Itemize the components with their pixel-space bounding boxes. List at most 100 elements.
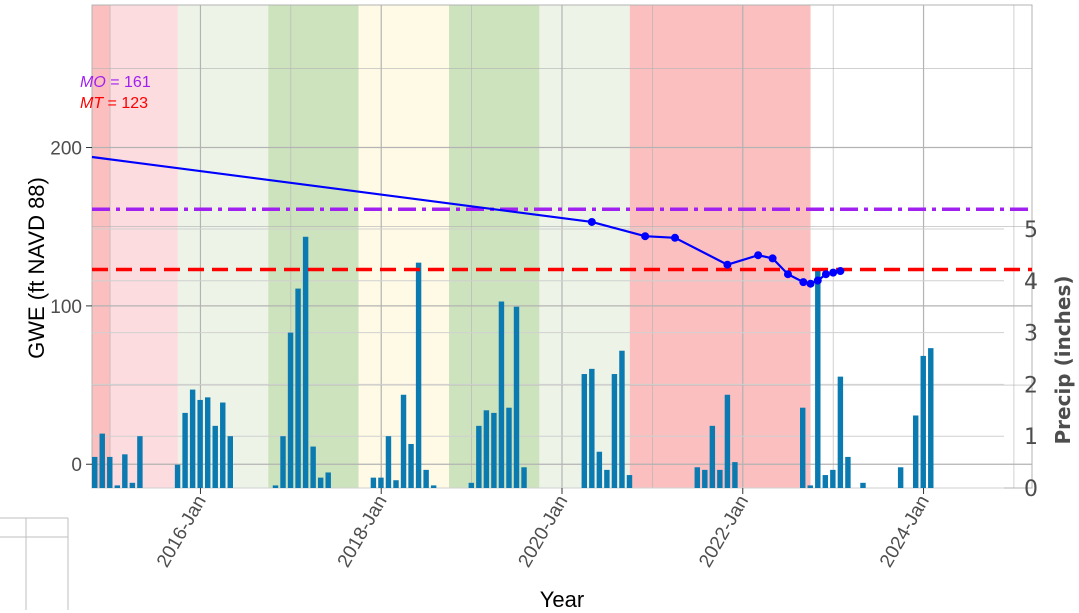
precip-bar [220,402,226,488]
precip-bar [845,456,851,488]
precip-bar [596,451,603,488]
gwe-point [799,278,808,287]
mo-label: MO [80,74,106,91]
precip-bar [897,467,904,488]
gwe-point [821,270,830,279]
band-5 [449,5,540,488]
x-tick-label: 2024-Jan [876,492,934,571]
y-axis-title: GWE (ft NAVD 88) [24,177,49,359]
precip-bar [378,477,384,488]
grid-lines [91,4,1033,489]
gwe-point [587,217,596,226]
band-1 [110,5,178,488]
mt-value: = 123 [103,95,148,112]
mt-annotation: MT = 123 [80,95,148,112]
precip-bar [182,412,188,488]
precip-bar [400,394,407,488]
precip-bar [626,475,633,488]
precip-axis-title: Precip (inches) [1051,275,1075,444]
precip-bar [604,469,610,488]
gwe-point [723,260,732,269]
precip-bar [393,480,399,488]
precip-bar [317,477,324,488]
mo-value: = 161 [106,74,151,91]
precip-bar [822,475,829,488]
x-tick-label: 2018-Jan [334,492,392,571]
precip-bar [408,443,414,488]
precip-bar [415,262,422,488]
precip-bar [287,332,294,488]
precip-bar [724,394,731,488]
precip-axis: 0 1 2 3 4 5 [1024,218,1038,502]
precip-tick-label: 0 [1024,477,1038,502]
precip-bar [122,454,128,488]
precip-tick-label: 4 [1024,270,1038,295]
gwe-series [91,155,845,288]
gwe-point [806,279,815,288]
precip-bar [694,467,700,488]
precip-bar [114,485,121,488]
precip-bar [310,446,316,488]
precip-bar [928,348,934,488]
precip-bar [619,350,625,488]
left-fragment-decoration [0,517,69,610]
precip-bar [204,397,211,488]
precip-bar [107,456,113,488]
gwe-point [813,276,822,285]
y-tick-label: 200 [50,139,82,160]
x-axis: 2016-Jan 2018-Jan 2020-Jan 2022-Jan 2024-Jan [153,488,934,571]
x-tick-label: 2020-Jan [515,492,573,571]
precip-bar [702,469,708,488]
precip-bar [137,436,143,488]
precip-bar [280,436,286,488]
precip-bar [513,306,520,488]
band-0 [92,5,111,488]
precip-bar [815,270,821,488]
x-axis-title: Year [540,587,584,612]
precip-bar [129,482,136,488]
gwe-point [754,251,763,260]
mo-annotation: MO = 161 [80,74,151,91]
precip-bar [189,389,196,488]
precip-bar [295,288,301,488]
precip-bar [385,436,392,488]
gwe-point [783,270,792,279]
precip-bar [589,368,595,488]
precip-bar [174,464,181,488]
precip-bar [830,469,836,488]
gwe-point [768,254,777,263]
threshold-lines [92,207,1032,272]
precip-bar [92,456,98,488]
precip-bar [717,469,723,488]
precip-bar [325,472,331,488]
precip-bar [430,485,437,488]
precip-bar [302,236,309,488]
precip-bar [807,485,813,488]
band-3 [268,5,359,488]
precip-bar [370,477,377,488]
precip-bar [99,433,105,488]
precip-bar [521,467,527,488]
gwe-point [829,268,838,277]
precip-tick-label: 2 [1024,373,1038,398]
gwe-point [836,267,845,276]
precip-bar [506,407,512,488]
precip-bar [611,374,618,488]
precip-bar [227,436,233,488]
precip-tick-label: 5 [1024,218,1038,243]
y-tick-label: 100 [50,297,82,318]
precip-tick-label: 1 [1024,425,1038,450]
precip-panel-background [92,228,1004,489]
precip-bar [498,301,505,488]
x-tick-label: 2016-Jan [153,492,211,571]
precip-bar [732,462,738,488]
precip-bar [581,374,588,488]
precip-bar [476,425,482,488]
precip-bar [272,485,279,488]
precip-bar [920,355,926,488]
precip-bar [860,482,866,488]
y-tick-label: 0 [71,455,82,476]
precip-bar [709,425,716,488]
gwe-point [641,232,650,241]
